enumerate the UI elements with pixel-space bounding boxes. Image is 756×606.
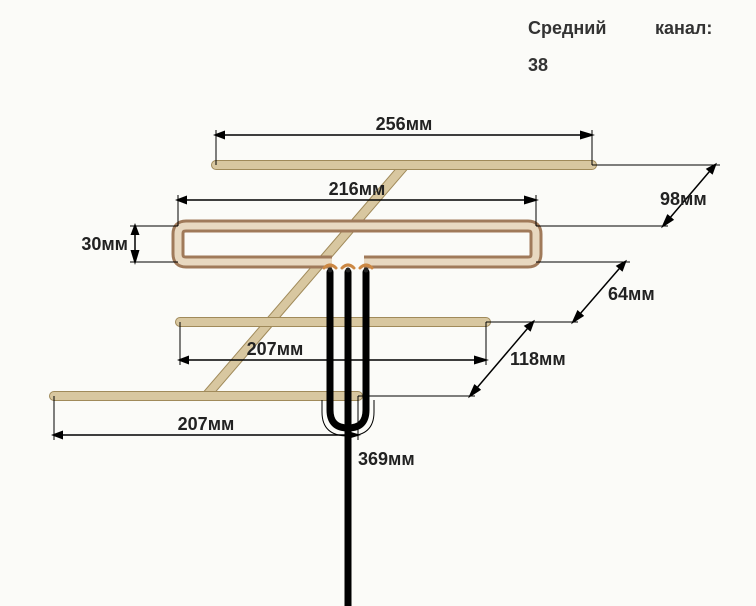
- dim-gap-top-loop: 98мм: [660, 189, 707, 209]
- dim-mid-rod: 207мм: [247, 339, 304, 359]
- terminal-mid: [346, 268, 351, 273]
- dim-loop-width: 216мм: [329, 179, 386, 199]
- dim-gap-mid-bottom: 118мм: [510, 349, 566, 369]
- antenna-diagram: 256мм 216мм 30мм 98мм 64мм 118мм 207мм 2…: [0, 0, 756, 606]
- dipole-loop-outer: [178, 226, 536, 262]
- dim-loop-height: 30мм: [81, 234, 128, 254]
- dim-balun: 369мм: [358, 449, 415, 469]
- dim-top-rod: 256мм: [376, 114, 433, 134]
- terminal-right: [364, 268, 369, 273]
- terminal-left: [328, 268, 333, 273]
- dim-bottom-rod: 207мм: [178, 414, 235, 434]
- dim-gap-loop-mid: 64мм: [608, 284, 655, 304]
